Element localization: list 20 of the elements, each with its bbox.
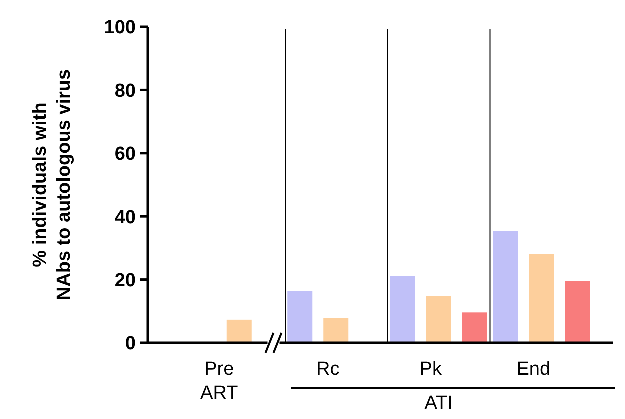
bar	[288, 291, 313, 343]
bar	[529, 254, 554, 343]
y-axis-title: % individuals with NAbs to autologous virus	[30, 69, 75, 301]
bar	[324, 318, 349, 343]
x-tick-label: Pre ART	[200, 359, 239, 404]
bar	[565, 281, 590, 343]
bar	[462, 312, 488, 343]
bar	[426, 296, 452, 343]
y-tick-label: 20	[114, 270, 136, 292]
x-tick-label: End	[516, 359, 551, 380]
y-tick-label: 0	[125, 334, 136, 355]
bar	[390, 276, 416, 343]
x-tick-label: Pk	[420, 359, 442, 380]
bar	[493, 231, 518, 343]
y-tick-label: 40	[114, 207, 136, 228]
x-tick-label: Rc	[316, 359, 340, 380]
y-tick-label: 80	[114, 80, 136, 102]
y-tick-label: 100	[104, 18, 136, 39]
y-tick-label: 60	[114, 144, 136, 166]
text: ATI	[424, 393, 453, 414]
